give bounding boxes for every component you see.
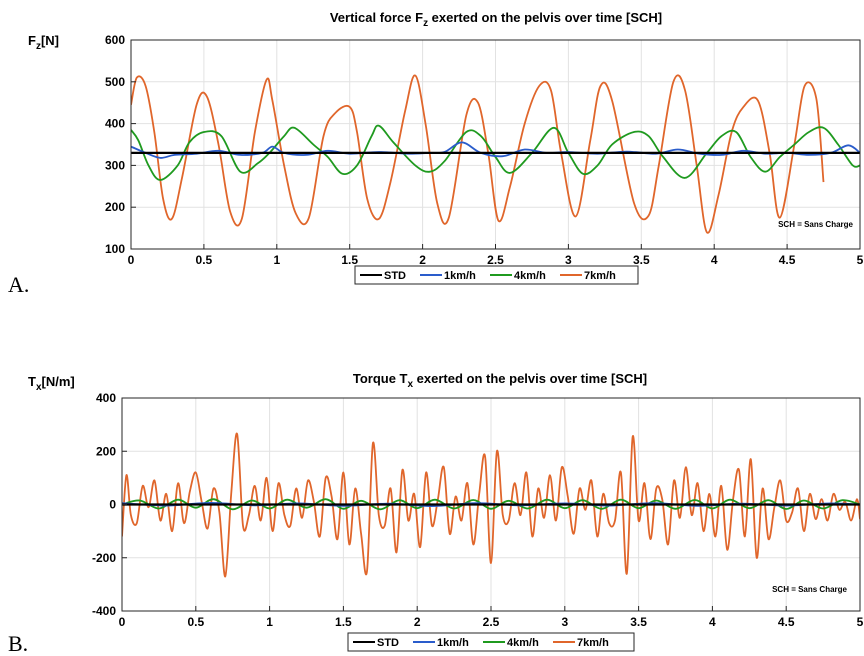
chart-title: Torque Tx exerted on the pelvis over tim… <box>353 371 647 390</box>
panel-label: A. <box>8 272 29 297</box>
x-tick-label: 3.5 <box>630 615 647 629</box>
y-tick-label: -400 <box>92 604 116 618</box>
x-tick-label: 1.5 <box>341 253 358 267</box>
chart-title: Vertical force Fz exerted on the pelvis … <box>330 10 662 29</box>
x-tick-label: 4 <box>709 615 716 629</box>
y-axis-label: Tx[N/m] <box>28 374 75 393</box>
legend: STD 1km/h 4km/h 7km/h <box>354 265 639 285</box>
annotation-sch: SCH = Sans Charge <box>772 585 847 594</box>
x-tick-label: 1 <box>266 615 273 629</box>
y-axis-label: Fz[N] <box>28 33 59 52</box>
legend-item-4km-h: 4km/h <box>490 270 546 282</box>
legend-item-std: STD <box>360 270 406 282</box>
x-tick-label: 5 <box>857 615 864 629</box>
x-tick-label: 2 <box>414 615 421 629</box>
series-line-1km-h <box>131 141 860 159</box>
legend-label: 1km/h <box>437 637 469 649</box>
x-tick-label: 2.5 <box>487 253 504 267</box>
legend-item-std: STD <box>353 637 399 649</box>
legend-label: 7km/h <box>584 270 616 282</box>
x-tick-label: 4.5 <box>779 253 796 267</box>
series-line-7km-h <box>122 432 860 578</box>
series-line-7km-h <box>131 74 825 234</box>
x-tick-label: 3 <box>565 253 572 267</box>
y-tick-label: 400 <box>105 117 125 131</box>
legend: STD 1km/h 4km/h 7km/h <box>347 632 635 652</box>
legend-item-4km-h: 4km/h <box>483 637 539 649</box>
y-tick-label: 200 <box>96 444 116 458</box>
x-tick-label: 0 <box>128 253 135 267</box>
x-tick-label: 2 <box>419 253 426 267</box>
chart-panel-a: 0 0.5 1 1.5 2 2.5 3 3.5 4 4.5 5 100 200 300 400 500 600 V… <box>8 10 864 297</box>
x-tick-label: 0.5 <box>187 615 204 629</box>
x-tick-label: 3 <box>561 615 568 629</box>
y-tick-label: 100 <box>105 242 125 256</box>
y-tick-label: -200 <box>92 551 116 565</box>
x-tick-label: 2.5 <box>483 615 500 629</box>
legend-label: 7km/h <box>577 637 609 649</box>
legend-item-7km-h: 7km/h <box>553 637 609 649</box>
x-tick-label: 5 <box>857 253 864 267</box>
legend-label: 4km/h <box>507 637 539 649</box>
legend-item-1km-h: 1km/h <box>413 637 469 649</box>
y-tick-label: 0 <box>109 498 116 512</box>
legend-item-7km-h: 7km/h <box>560 270 616 282</box>
y-tick-label: 200 <box>105 200 125 214</box>
legend-label: STD <box>377 637 399 649</box>
series-group <box>131 74 860 234</box>
x-tick-label: 0 <box>119 615 126 629</box>
legend-label: 1km/h <box>444 270 476 282</box>
legend-item-1km-h: 1km/h <box>420 270 476 282</box>
series-line-4km-h <box>122 498 860 511</box>
legend-label: 4km/h <box>514 270 546 282</box>
legend-label: STD <box>384 270 406 282</box>
x-tick-label: 0.5 <box>196 253 213 267</box>
y-tick-label: 400 <box>96 391 116 405</box>
chart-panel-b: 0 0.5 1 1.5 2 2.5 3 3.5 4 4.5 5 -400 -200 0 200 400 Torq… <box>8 371 864 656</box>
panel-label: B. <box>8 631 28 656</box>
series-group <box>122 432 860 578</box>
annotation-sch: SCH = Sans Charge <box>778 220 853 229</box>
y-tick-label: 300 <box>105 158 125 172</box>
x-tick-label: 1 <box>273 253 280 267</box>
x-tick-label: 4.5 <box>778 615 795 629</box>
y-tick-label: 500 <box>105 75 125 89</box>
x-tick-label: 4 <box>711 253 718 267</box>
series-line-4km-h <box>131 124 860 181</box>
x-tick-label: 1.5 <box>335 615 352 629</box>
x-tick-label: 3.5 <box>633 253 650 267</box>
y-tick-label: 600 <box>105 33 125 47</box>
